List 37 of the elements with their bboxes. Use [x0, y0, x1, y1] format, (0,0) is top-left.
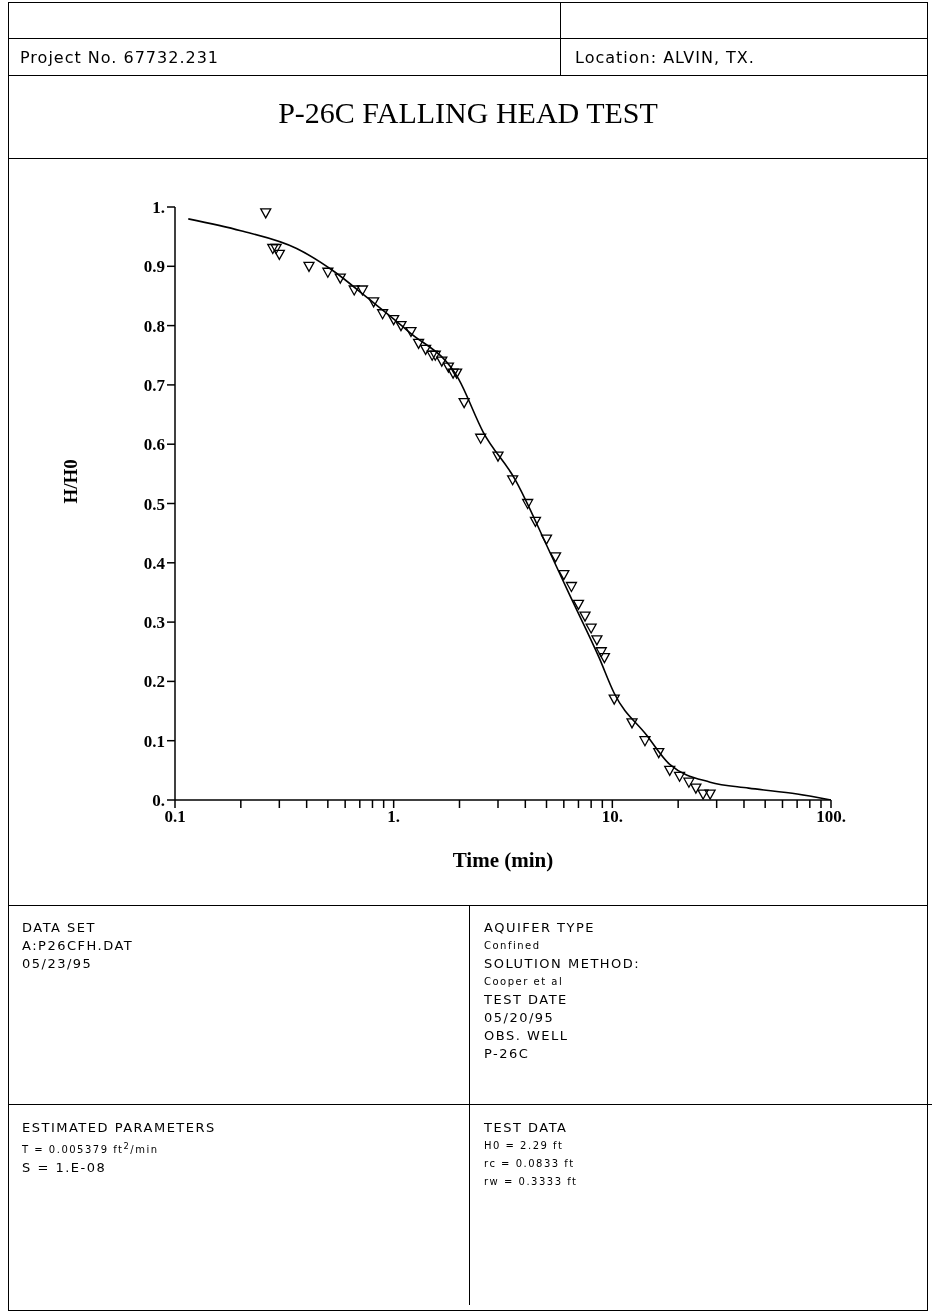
y-tick-label: 0.5 [143, 494, 165, 514]
text: 05/20/95 [484, 1009, 556, 1027]
text: Location: ALVIN, TX. [575, 48, 755, 67]
text: P-26C [484, 1045, 531, 1063]
text: TEST DATA [484, 1119, 569, 1137]
text: Confined [484, 939, 542, 953]
y-tick-label: 0.3 [143, 613, 165, 633]
text: OBS. WELL [484, 1027, 570, 1045]
y-tick-label: 0.4 [143, 553, 166, 573]
text: DATA SET [22, 919, 98, 937]
text: Cooper et al [484, 975, 565, 989]
y-tick-label: 0.2 [143, 672, 165, 692]
text: H0 = 2.29 ft [484, 1139, 565, 1153]
text: SOLUTION METHOD: [484, 955, 642, 973]
y-axis-title: H/H0 [59, 459, 81, 504]
x-tick-label: 1. [387, 807, 401, 827]
x-tick-label: 10. [601, 807, 623, 827]
text: 05/23/95 [22, 955, 94, 973]
text: T = 0.005379 ft$^{2}$/min [22, 1140, 160, 1158]
text: Project No. 67732.231 [20, 48, 219, 67]
y-tick-label: 0.9 [143, 257, 165, 277]
y-tick-label: 0.1 [143, 731, 165, 751]
y-tick-label: 1. [152, 198, 165, 218]
text: rc = 0.0833 ft [484, 1157, 576, 1171]
text: rw = 0.3333 ft [484, 1175, 579, 1189]
text: A:P26CFH.DAT [22, 937, 135, 955]
y-tick-label: 0.7 [143, 375, 166, 395]
text: S = 1.E-08 [22, 1159, 108, 1178]
y-tick-label: 0. [152, 791, 165, 811]
y-tick-label: 0.6 [143, 435, 165, 455]
x-axis-title: Time (min) [452, 848, 554, 872]
text: AQUIFER TYPE [484, 919, 597, 937]
text: ESTIMATED PARAMETERS [22, 1119, 217, 1137]
x-tick-label: 100. [816, 807, 846, 827]
chart-title: P-26C FALLING HEAD TEST [277, 96, 659, 130]
y-tick-label: 0.8 [143, 316, 165, 336]
text: TEST DATE [484, 991, 569, 1009]
